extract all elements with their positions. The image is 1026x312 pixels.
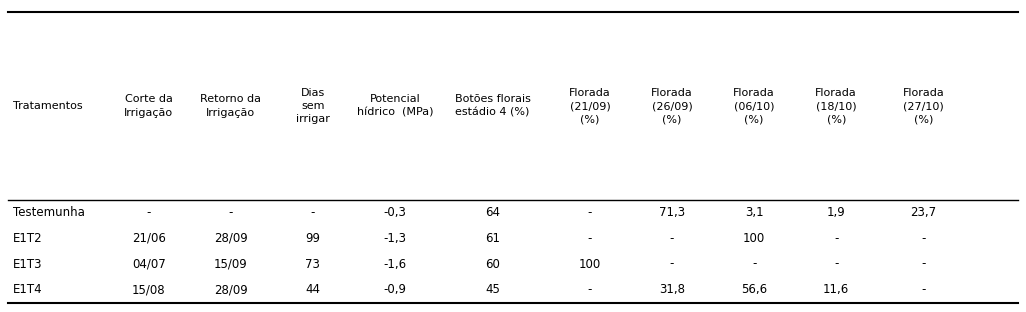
Text: -: -: [311, 206, 315, 219]
Text: Botões florais
estádio 4 (%): Botões florais estádio 4 (%): [455, 95, 530, 118]
Text: 11,6: 11,6: [823, 283, 850, 296]
Text: -: -: [752, 257, 756, 271]
Text: -: -: [588, 206, 592, 219]
Text: Potencial
hídrico  (MPa): Potencial hídrico (MPa): [357, 95, 433, 118]
Text: Florada
(18/10)
(%): Florada (18/10) (%): [816, 88, 857, 124]
Text: -: -: [670, 232, 674, 245]
Text: -0,3: -0,3: [384, 206, 406, 219]
Text: -: -: [921, 283, 925, 296]
Text: 15/08: 15/08: [132, 283, 165, 296]
Text: -: -: [229, 206, 233, 219]
Text: -: -: [921, 257, 925, 271]
Text: E1T4: E1T4: [13, 283, 43, 296]
Text: Testemunha: Testemunha: [13, 206, 85, 219]
Text: -0,9: -0,9: [384, 283, 406, 296]
Text: 21/06: 21/06: [131, 232, 166, 245]
Text: 04/07: 04/07: [132, 257, 165, 271]
Text: Dias
sem
irrigar: Dias sem irrigar: [295, 88, 330, 124]
Text: -: -: [588, 232, 592, 245]
Text: 28/09: 28/09: [214, 283, 247, 296]
Text: 60: 60: [485, 257, 500, 271]
Text: 3,1: 3,1: [745, 206, 763, 219]
Text: E1T3: E1T3: [13, 257, 43, 271]
Text: Tratamentos: Tratamentos: [13, 101, 83, 111]
Text: 61: 61: [485, 232, 500, 245]
Text: Corte da
Irrigação: Corte da Irrigação: [124, 95, 173, 118]
Text: E1T2: E1T2: [13, 232, 43, 245]
Text: 45: 45: [485, 283, 500, 296]
Text: -: -: [921, 232, 925, 245]
Text: -: -: [147, 206, 151, 219]
Text: 64: 64: [485, 206, 500, 219]
Text: 15/09: 15/09: [214, 257, 247, 271]
Text: 31,8: 31,8: [659, 283, 685, 296]
Text: Florada
(27/10)
(%): Florada (27/10) (%): [903, 88, 944, 124]
Text: -: -: [834, 232, 838, 245]
Text: Florada
(21/09)
(%): Florada (21/09) (%): [569, 88, 610, 124]
Text: -: -: [834, 257, 838, 271]
Text: Florada
(26/09)
(%): Florada (26/09) (%): [652, 88, 693, 124]
Text: 44: 44: [306, 283, 320, 296]
Text: 1,9: 1,9: [827, 206, 845, 219]
Text: -: -: [588, 283, 592, 296]
Text: -: -: [670, 257, 674, 271]
Text: 71,3: 71,3: [659, 206, 685, 219]
Text: 56,6: 56,6: [741, 283, 767, 296]
Text: -1,6: -1,6: [384, 257, 406, 271]
Text: Florada
(06/10)
(%): Florada (06/10) (%): [734, 88, 775, 124]
Text: 28/09: 28/09: [214, 232, 247, 245]
Text: -1,3: -1,3: [384, 232, 406, 245]
Text: 99: 99: [306, 232, 320, 245]
Text: Retorno da
Irrigação: Retorno da Irrigação: [200, 95, 262, 118]
Text: 73: 73: [306, 257, 320, 271]
Text: 100: 100: [579, 257, 601, 271]
Text: 100: 100: [743, 232, 765, 245]
Text: 23,7: 23,7: [910, 206, 937, 219]
